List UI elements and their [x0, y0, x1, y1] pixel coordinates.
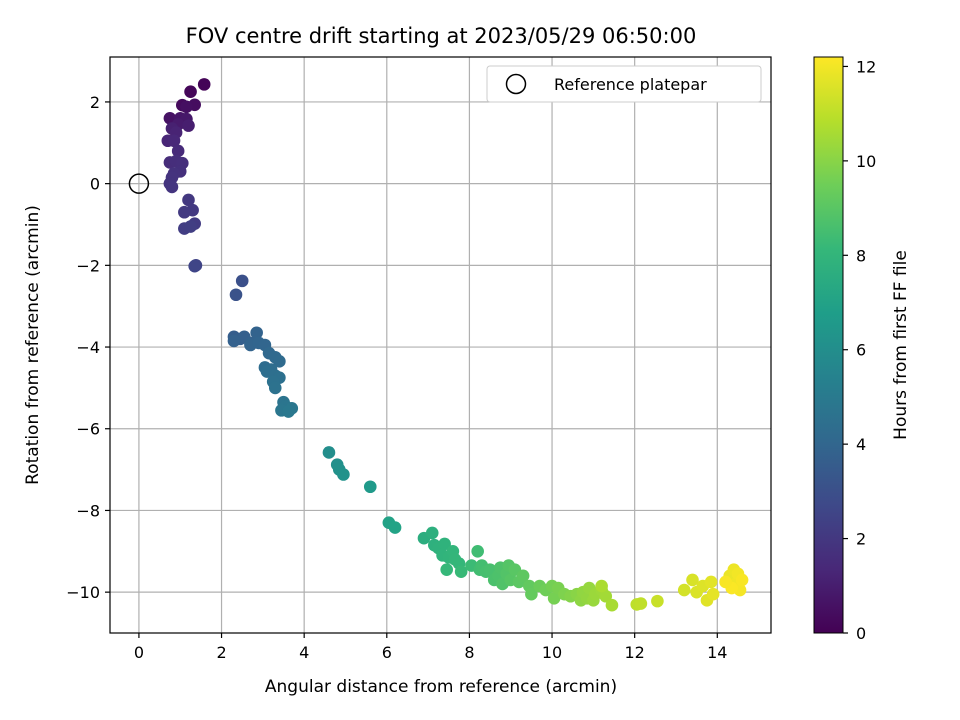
data-point	[171, 144, 185, 158]
data-point	[677, 583, 691, 597]
data-point	[178, 205, 191, 219]
data-point	[188, 259, 201, 273]
y-tick-label: −10	[66, 583, 100, 602]
y-axis-ticks: 2 0 −2 −4 −6 −8 −10	[66, 93, 110, 602]
y-tick-label: 0	[90, 175, 100, 194]
plot-frame	[109, 56, 772, 634]
data-point	[440, 563, 453, 576]
legend: Reference platepar	[486, 65, 762, 103]
grid-lines	[110, 57, 771, 633]
legend-marker-icon	[505, 73, 527, 95]
x-tick-label: 14	[707, 643, 727, 662]
data-point	[165, 180, 179, 194]
chart-title: FOV centre drift starting at 2023/05/29 …	[186, 24, 697, 48]
data-point	[686, 573, 699, 587]
data-point	[525, 587, 538, 601]
colorbar-tick-label: 0	[856, 624, 866, 643]
data-point	[599, 589, 613, 603]
y-tick-label: −6	[76, 420, 100, 439]
colorbar-tick-label: 6	[856, 341, 866, 360]
data-point	[363, 480, 377, 494]
y-tick-label: −2	[76, 256, 100, 275]
data-point	[182, 193, 195, 207]
data-point	[337, 468, 350, 481]
data-point	[634, 597, 648, 610]
data-point	[605, 598, 619, 612]
x-tick-label: 6	[382, 643, 392, 662]
data-point	[706, 587, 720, 601]
x-tick-label: 10	[542, 643, 562, 662]
colorbar-tick-label: 12	[856, 57, 876, 76]
colorbar-tick-label: 10	[856, 152, 876, 171]
data-point	[322, 446, 336, 459]
data-point	[471, 544, 484, 558]
data-point	[182, 119, 195, 132]
data-point	[250, 326, 263, 340]
colorbar-label: Hours from first FF file	[891, 250, 911, 440]
y-axis-label: Rotation from reference (arcmin)	[23, 205, 43, 485]
data-point	[704, 575, 718, 589]
colorbar-ticks: 0 2 4 6 8 10 12	[843, 57, 876, 643]
y-tick-label: −8	[76, 501, 100, 520]
data-point	[388, 521, 402, 534]
data-point	[229, 288, 243, 302]
data-point	[184, 85, 197, 99]
x-axis-label: Angular distance from reference (arcmin)	[265, 677, 617, 697]
data-point	[273, 355, 286, 368]
colorbar-tick-label: 8	[856, 246, 866, 265]
data-point	[167, 134, 181, 148]
reference-point	[128, 173, 150, 194]
data-point	[180, 100, 193, 114]
data-point	[197, 78, 211, 91]
data-point	[735, 573, 749, 587]
colorbar	[813, 56, 844, 634]
x-tick-label: 8	[464, 643, 474, 662]
colorbar-tick-label: 4	[856, 435, 866, 454]
data-point	[719, 575, 732, 589]
colorbar-tick-label: 2	[856, 530, 866, 549]
data-point	[438, 537, 451, 551]
data-point	[651, 594, 664, 608]
data-point	[227, 334, 241, 348]
data-point	[595, 579, 608, 593]
data-point	[425, 526, 439, 540]
data-point	[547, 591, 561, 605]
data-point	[516, 569, 530, 583]
x-tick-label: 0	[134, 643, 144, 662]
legend-entry-reference: Reference platepar	[554, 75, 707, 94]
data-point	[235, 274, 249, 288]
y-tick-label: −4	[76, 338, 100, 357]
data-points	[161, 78, 749, 612]
reference-marker	[128, 173, 150, 194]
y-tick-label: 2	[90, 93, 100, 112]
data-point	[282, 405, 295, 418]
legend-box	[486, 65, 762, 103]
x-axis-ticks: 0 2 4 6 8 10 12 14	[134, 633, 727, 662]
data-point	[184, 220, 197, 233]
data-point	[268, 381, 282, 395]
x-tick-label: 2	[216, 643, 226, 662]
data-point	[454, 565, 468, 579]
x-tick-label: 12	[624, 643, 644, 662]
x-tick-label: 4	[299, 643, 309, 662]
